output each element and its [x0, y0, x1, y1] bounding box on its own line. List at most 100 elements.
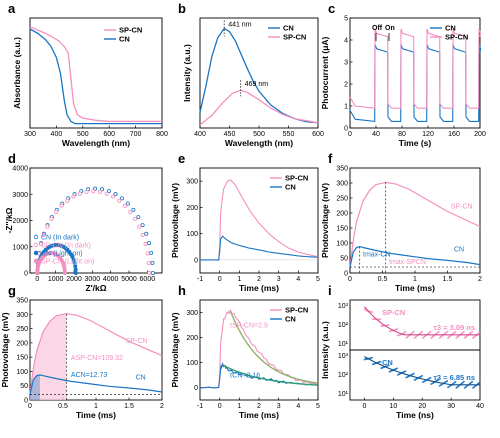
y-tick-label: 250 [16, 326, 28, 333]
decay-point-SP-CN [429, 330, 432, 333]
y-tick-label: 200 [336, 211, 348, 218]
decay-point-SP-CN [404, 330, 407, 333]
panel-f: f 0 0.5 1 1.5 2 0 50 100 150 200 250 300 350 Time (ms)… [320, 151, 482, 293]
x-tick-label: 600 [103, 131, 115, 138]
panel-label-f: f [328, 151, 333, 166]
marker-SP-CN (In dark) [143, 242, 148, 247]
fit-line-CN [222, 364, 318, 386]
decay-point-SP-CN [446, 330, 449, 333]
marker-SP-CN (In dark) [65, 198, 70, 203]
x-tick-label: 800 [156, 131, 168, 138]
x-axis-label: Time (ms) [239, 410, 279, 420]
panel-g: g 0 0.5 1 1.5 2 0 50 100 150 200 250 300 350 Time (ms)… [0, 283, 164, 420]
decay-point-CN [379, 360, 382, 363]
decay-point-SP-CN [421, 330, 424, 333]
marker-CN (In dark) [150, 260, 155, 265]
subpanel-frame-CN [349, 349, 481, 401]
y-tick-label: 3000 [12, 192, 28, 199]
y-tick-label: 1 [344, 104, 348, 111]
x-tick-label: 5000 [121, 276, 137, 283]
x-tick-label: 0 [348, 276, 352, 283]
panel-label-i: i [328, 283, 332, 298]
marker-CN (Light on) [73, 267, 78, 272]
marker-SP-CN (In dark) [49, 216, 54, 221]
marker-SP-CN (In dark) [71, 194, 76, 199]
y-tick-label: 0 [194, 257, 198, 264]
marker-SP-CN (In dark) [146, 261, 151, 266]
x-tick-label: 0 [28, 403, 32, 410]
y-tick-label: 10² [338, 322, 349, 329]
panel-label-e: e [178, 151, 185, 166]
marker-SP-CN (In dark) [104, 191, 109, 196]
panel-b: b 400 450 500 550 600 Wavelength (nm) Intensity… [178, 1, 324, 148]
x-axis-label: Time (ms) [239, 283, 279, 293]
x-tick-label: 120 [422, 131, 434, 138]
y-tick-label: 0 [194, 385, 198, 392]
series-line-CN [29, 28, 162, 125]
annotation: CN [136, 374, 146, 381]
x-tick-label: 0.5 [378, 276, 388, 283]
x-tick-label: 5 [316, 276, 320, 283]
marker-CN (In dark) [140, 223, 145, 228]
marker-CN (In dark) [136, 215, 141, 220]
y-tick-label: 0 [24, 271, 28, 278]
y-tick-label: 200 [186, 205, 198, 212]
annotation: tmax-CN [363, 252, 391, 259]
plot-frame [29, 17, 163, 129]
annotation: Off [372, 25, 383, 32]
annotation: tmax-SPCN [389, 259, 426, 266]
marker-CN (In dark) [119, 196, 124, 201]
y-axis-label: Photovoltage (mV) [170, 183, 180, 258]
y-tick-label: 150 [336, 226, 348, 233]
legend-entry: CN [119, 35, 130, 44]
decay-point-SP-CN [438, 330, 440, 333]
legend-entry: CN [445, 24, 456, 33]
panel-label-b: b [178, 1, 186, 16]
y-tick-label: 100 [336, 241, 348, 248]
series-line-SP-CN [349, 181, 481, 268]
area-fill-CN [30, 374, 40, 400]
series-name: SP-CN [382, 308, 405, 317]
series-line-CN [29, 374, 163, 395]
y-tick-label: 300 [186, 179, 198, 186]
annotation: ACN=12.73 [71, 372, 107, 379]
x-tick-label: 10 [389, 403, 397, 410]
series-line-SP-CN [349, 28, 482, 109]
y-tick-label: 50 [340, 256, 348, 263]
y-axis-label: Photocurrent (μA) [320, 36, 330, 109]
marker-CN (Light on) [73, 270, 78, 275]
x-tick-label: 550 [283, 131, 295, 138]
x-tick-label: 2 [160, 403, 164, 410]
panel-d: d0 1000 2000 3000 4000 5000 6000Z'/kΩ-Z''/kΩ01… [4, 151, 163, 293]
decay-point-CN [478, 381, 481, 384]
legend-entry: SP-CN [445, 33, 468, 42]
panel-label-c: c [328, 1, 335, 16]
series-name: CN [382, 358, 393, 367]
x-tick-label: 1 [413, 276, 417, 283]
panel-i: i 10³ 10² 10¹ SP-CN τ3 = 3.09 ns 10³ 10² 10¹ CN τ3… [320, 283, 484, 420]
panel-a: a 300 400 500 600 700 800 Wavelength (nm) Absorb… [8, 1, 168, 148]
marker-CN (In dark) [106, 189, 111, 194]
marker-SP-CN (In dark) [133, 216, 138, 221]
series-line-SP-CN [199, 89, 319, 126]
x-tick-label: 1.5 [443, 276, 453, 283]
series-line-CN [200, 235, 319, 261]
x-tick-label: 200 [474, 131, 486, 138]
y-tick-label: 100 [16, 369, 28, 376]
x-tick-label: 2 [478, 276, 482, 283]
decay-point-SP-CN [396, 328, 399, 330]
decay-point-SP-CN [454, 330, 457, 333]
legend-entry: SP-CN [119, 26, 142, 35]
marker-SP-CN (In dark) [111, 194, 116, 199]
annotation: τCN=2.16 [230, 373, 261, 380]
panel-label-g: g [8, 283, 16, 298]
marker-CN (In dark) [93, 186, 98, 191]
y-axis-label: Intensity (a.u.) [320, 321, 330, 379]
decay-point-SP-CN [478, 331, 481, 334]
panel-label-h: h [178, 283, 186, 298]
x-tick-label: 4000 [103, 276, 119, 283]
x-tick-label: 2 [257, 403, 261, 410]
x-tick-label: 1 [94, 403, 98, 410]
decay-point-CN [404, 370, 407, 372]
